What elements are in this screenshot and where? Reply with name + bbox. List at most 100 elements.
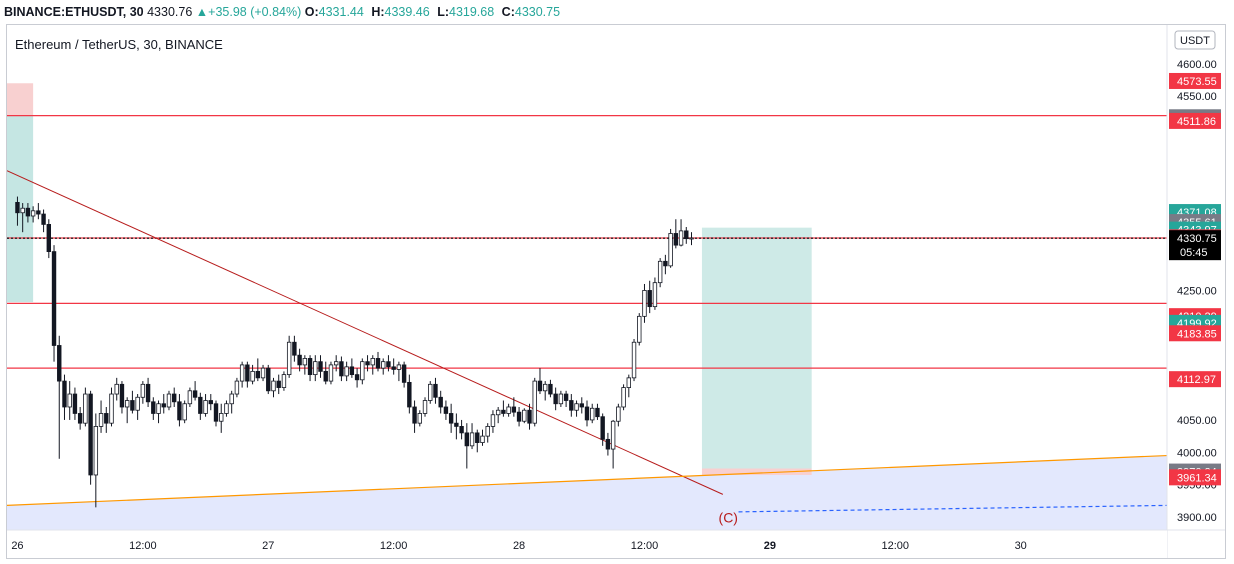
candle-down [433,383,438,398]
close-label: C: [501,5,515,19]
candle-down [579,403,584,408]
candle-up [668,233,673,267]
candle-up [333,361,339,366]
candle-up [224,403,229,414]
candle-up [114,383,119,395]
candle-up [98,413,104,427]
candle-up [637,315,642,343]
candle-up [422,400,428,414]
candle-up [558,393,564,405]
candle-up [590,407,595,421]
candle-up [678,230,684,246]
candle-up [610,420,616,450]
chart-frame[interactable]: (C) USDT 3900.00 3950.00 4000.00 4050.00 4250.… [6,24,1226,559]
current-price-label: 4330.75 [1177,233,1217,245]
y-tick-label: 4550.00 [1177,91,1217,103]
candle-up [187,390,193,405]
candle-down [386,361,391,368]
x-tick-label: 12:00 [129,540,157,552]
price-badge [1169,371,1221,388]
currency-label: USDT [1180,35,1210,47]
candle-down [145,383,151,403]
candle-down [51,251,57,346]
candle-up [286,341,292,376]
candle-down [349,366,355,376]
candle-up [428,383,433,401]
price-badge [1169,112,1221,129]
support-zone [7,455,1167,530]
projection-line [738,504,1168,513]
price-change: +35.98 (+0.84%) [208,5,302,19]
candle-down [511,406,517,413]
candle-up [229,393,234,405]
candle-down [104,413,109,424]
candle-down [448,413,454,424]
candle-down [365,361,370,366]
candle-up [490,414,496,427]
support-trendline [7,454,1168,506]
candle-down [276,380,281,388]
candle-up [626,377,632,388]
candle-down [548,383,553,395]
candle-up [302,358,308,366]
candle-down [569,400,574,411]
candle-up [271,380,276,392]
time-axis-background [7,530,1167,558]
candle-up [344,366,349,377]
candle-up [370,358,375,366]
candle-up [182,403,187,421]
candle-up [417,413,422,424]
x-tick-label: 27 [262,540,274,552]
candle-down [198,396,203,414]
candle-down [647,290,652,308]
x-tick-label: 12:00 [882,540,910,552]
price-badge-label: 4511.86 [1177,116,1216,128]
candle-up [522,409,527,422]
candle-down [161,403,166,408]
candle-down [553,393,558,405]
candle-down [25,207,31,217]
candle-down [459,426,464,434]
candle-up [328,364,334,382]
wave-label: (C) [719,509,738,525]
candle-down [72,393,78,414]
candle-up [203,400,208,414]
candle-up [616,406,621,422]
candle-down [41,213,46,225]
x-tick-label: 26 [11,540,23,552]
candle-down [475,432,480,443]
candle-down [255,370,261,379]
candle-up [631,341,637,379]
candle-up [166,393,172,408]
price-chart[interactable]: (C)USDT3900.003950.004000.004050.004250.… [7,25,1226,559]
candle-down [407,381,412,408]
candle-down [516,411,522,422]
candle-up [469,432,475,447]
candle-down [438,396,443,408]
x-tick-label: 30 [1015,540,1027,552]
price-badge-label: 3961.34 [1177,472,1217,484]
candle-up [109,393,114,424]
candle-down [130,400,135,411]
symbol-name[interactable]: BINANCE:ETHUSDT, 30 [4,5,144,19]
long-position-loss-zone [701,468,812,475]
candle-up [281,374,287,388]
candle-down [354,374,360,381]
y-tick-label: 3900.00 [1177,512,1217,524]
candle-down [339,361,344,377]
candle-up [67,393,72,408]
candle-down [213,403,219,422]
price-badge-label: 4183.85 [1177,328,1217,340]
candle-up [313,361,318,376]
candle-down [501,409,506,414]
currency-button[interactable] [1174,30,1216,50]
candle-up [689,237,694,240]
candle-up [360,361,365,381]
candle-up [93,426,99,476]
candle-down [527,409,532,424]
candle-up [124,400,130,408]
last-price: 4330.76 [147,5,193,19]
candle-up [219,413,224,422]
candle-down [36,210,41,215]
candle-down [684,230,689,240]
